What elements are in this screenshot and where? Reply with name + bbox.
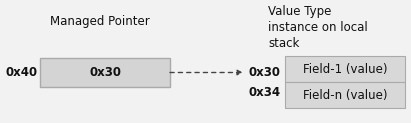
Text: 0x30: 0x30 xyxy=(248,66,280,79)
Bar xyxy=(40,58,170,87)
Bar xyxy=(285,56,405,82)
Text: 0x34: 0x34 xyxy=(248,86,280,100)
Text: Field-n (value): Field-n (value) xyxy=(303,89,387,101)
Text: Field-1 (value): Field-1 (value) xyxy=(303,62,387,76)
Bar xyxy=(285,82,405,108)
Text: 0x30: 0x30 xyxy=(89,66,121,79)
Text: 0x40: 0x40 xyxy=(6,66,38,78)
Text: Value Type
instance on local
stack: Value Type instance on local stack xyxy=(268,5,368,50)
Text: Managed Pointer: Managed Pointer xyxy=(50,15,150,28)
